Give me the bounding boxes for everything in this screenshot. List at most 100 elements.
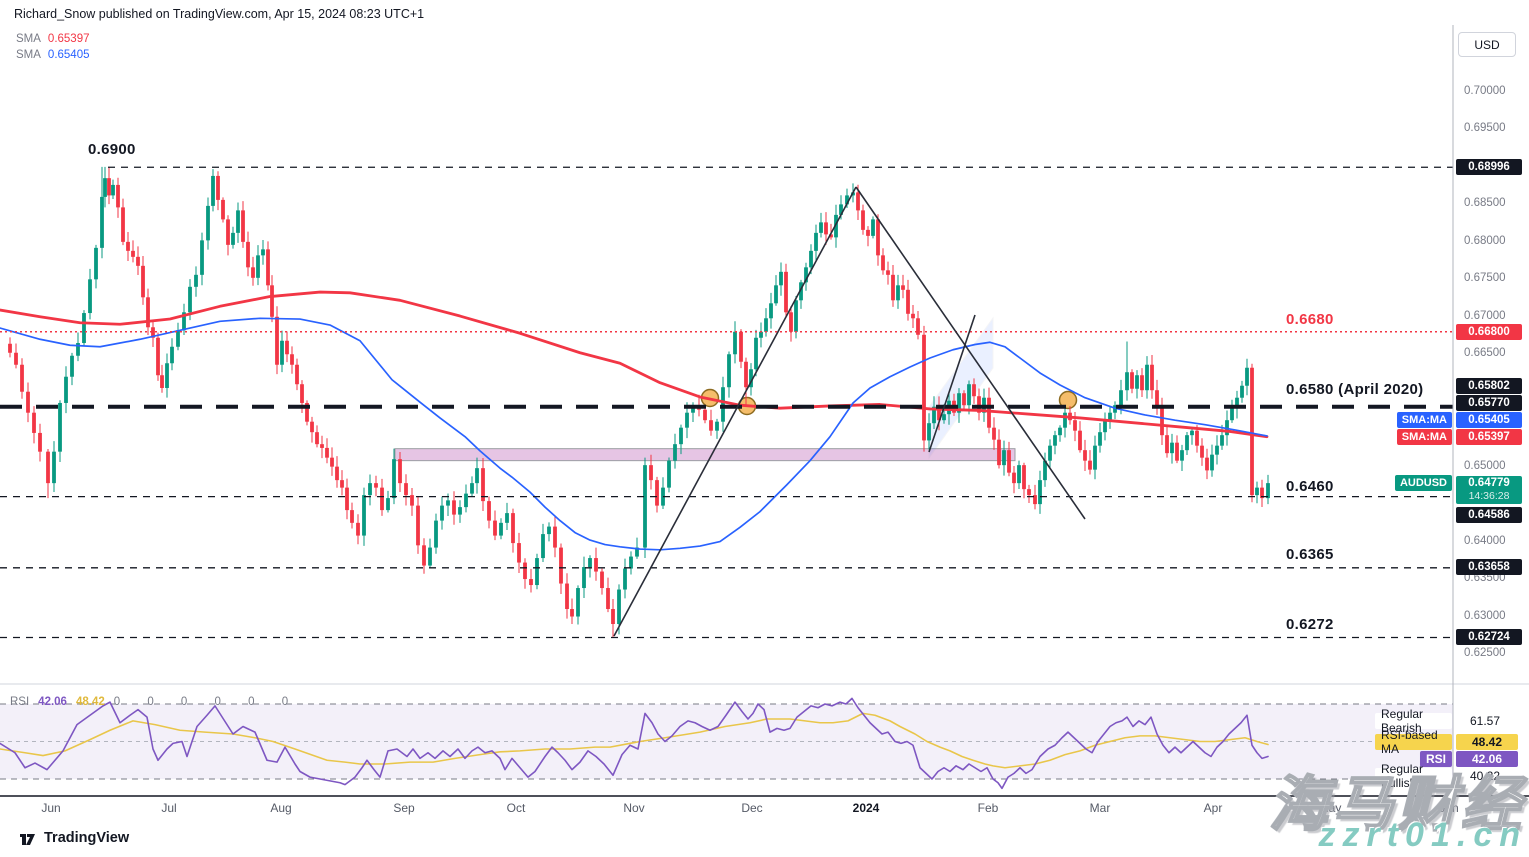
candle [270,285,274,317]
price-level-annotation[interactable]: 0.6580 (April 2020) [1286,381,1424,398]
candle [594,558,598,572]
candle [1022,465,1026,490]
candle [1145,364,1149,391]
tradingview-logo-icon [20,833,35,845]
candle [523,562,527,580]
candle [553,526,557,548]
candle [481,468,485,502]
price-tick-label: 0.67500 [1464,272,1506,285]
candle [901,285,905,290]
price-axis-badge: 0.68996 [1456,159,1522,175]
support-zone-rectangle[interactable] [394,448,1016,462]
candle [1002,450,1006,466]
candle [325,447,329,458]
candle [1130,372,1134,389]
candle [871,219,875,236]
price-level-annotation[interactable]: 0.6680 [1286,311,1334,328]
candle [64,376,68,403]
candle [1007,450,1011,473]
candle [1240,385,1244,398]
candle [82,313,86,344]
candle [416,505,420,546]
candle [1210,454,1214,471]
price-level-annotation[interactable]: 0.6365 [1286,546,1334,563]
rsi-legend-label: RSI [10,696,30,708]
candle [182,312,186,331]
candle [611,609,615,625]
time-axis-label: Sep [393,801,415,815]
candle [691,405,695,413]
candle [200,240,204,275]
candle [861,210,865,230]
currency-selector-button[interactable]: USD [1458,32,1516,57]
candle [116,184,120,208]
candle [891,274,895,301]
price-level-annotation[interactable]: 0.6460 [1286,478,1334,495]
candle [739,331,743,362]
published-header: Richard_Snow published on TradingView.co… [14,7,425,21]
candle [769,303,773,319]
candle [1260,487,1264,499]
candle [1185,435,1189,451]
candle [1135,375,1139,389]
candle [146,297,150,328]
candle [967,384,971,406]
candle [1083,450,1087,461]
candle [588,558,592,568]
rsi-indicator-legend[interactable]: RSI 42.06 48.42 0 0 0 0 0 0 [10,696,300,708]
price-level-annotation[interactable]: 0.6272 [1286,616,1334,633]
candle [20,364,24,392]
candle [649,465,653,481]
candle [703,409,707,421]
time-axis-label: Jun [41,801,61,815]
candle [499,522,503,536]
candle [94,247,98,280]
candle [165,363,169,388]
candle [1205,457,1209,471]
candle [206,205,210,241]
time-axis-label: May [1318,801,1342,815]
candle [1150,364,1154,391]
candle [1017,465,1021,484]
price-level-annotation[interactable]: 0.6900 [88,141,136,158]
candle [824,222,828,235]
candle [141,265,145,298]
candle [350,510,354,523]
candle [1093,445,1097,470]
candle [962,393,966,406]
candle [541,534,545,559]
candle [997,439,1001,466]
candle [398,459,402,484]
sma-legend-row[interactable]: SMA 0.65397 [16,33,90,45]
trendline[interactable] [855,186,1086,520]
candle [458,507,462,515]
candle [922,334,926,441]
candle [295,364,299,385]
event-marker-circle[interactable] [1058,390,1078,410]
candle [565,583,569,610]
candle [1103,420,1107,433]
tradingview-logo[interactable]: TradingView [20,830,129,846]
candle [1140,375,1144,391]
sma-legend-name: SMA [16,33,41,45]
candle [440,505,444,521]
candle [266,249,270,286]
candle [916,318,920,335]
candle [1108,412,1112,421]
rsi-level-value: 40.22 [1469,769,1501,783]
candle [345,487,349,511]
rsi-value: 42.06 [38,696,67,708]
price-axis-badge: 0.65770 [1456,395,1522,411]
sma-legend-row[interactable]: SMA 0.65405 [16,49,90,61]
candle [721,387,725,422]
trendline[interactable] [928,314,976,453]
time-axis-label: Feb [977,801,999,815]
time-axis-label: Jul [161,801,177,815]
candle [1190,430,1194,436]
candle [839,204,843,215]
trendline[interactable] [613,186,857,637]
candle [151,327,155,338]
candle [261,249,265,256]
candle [789,312,793,332]
